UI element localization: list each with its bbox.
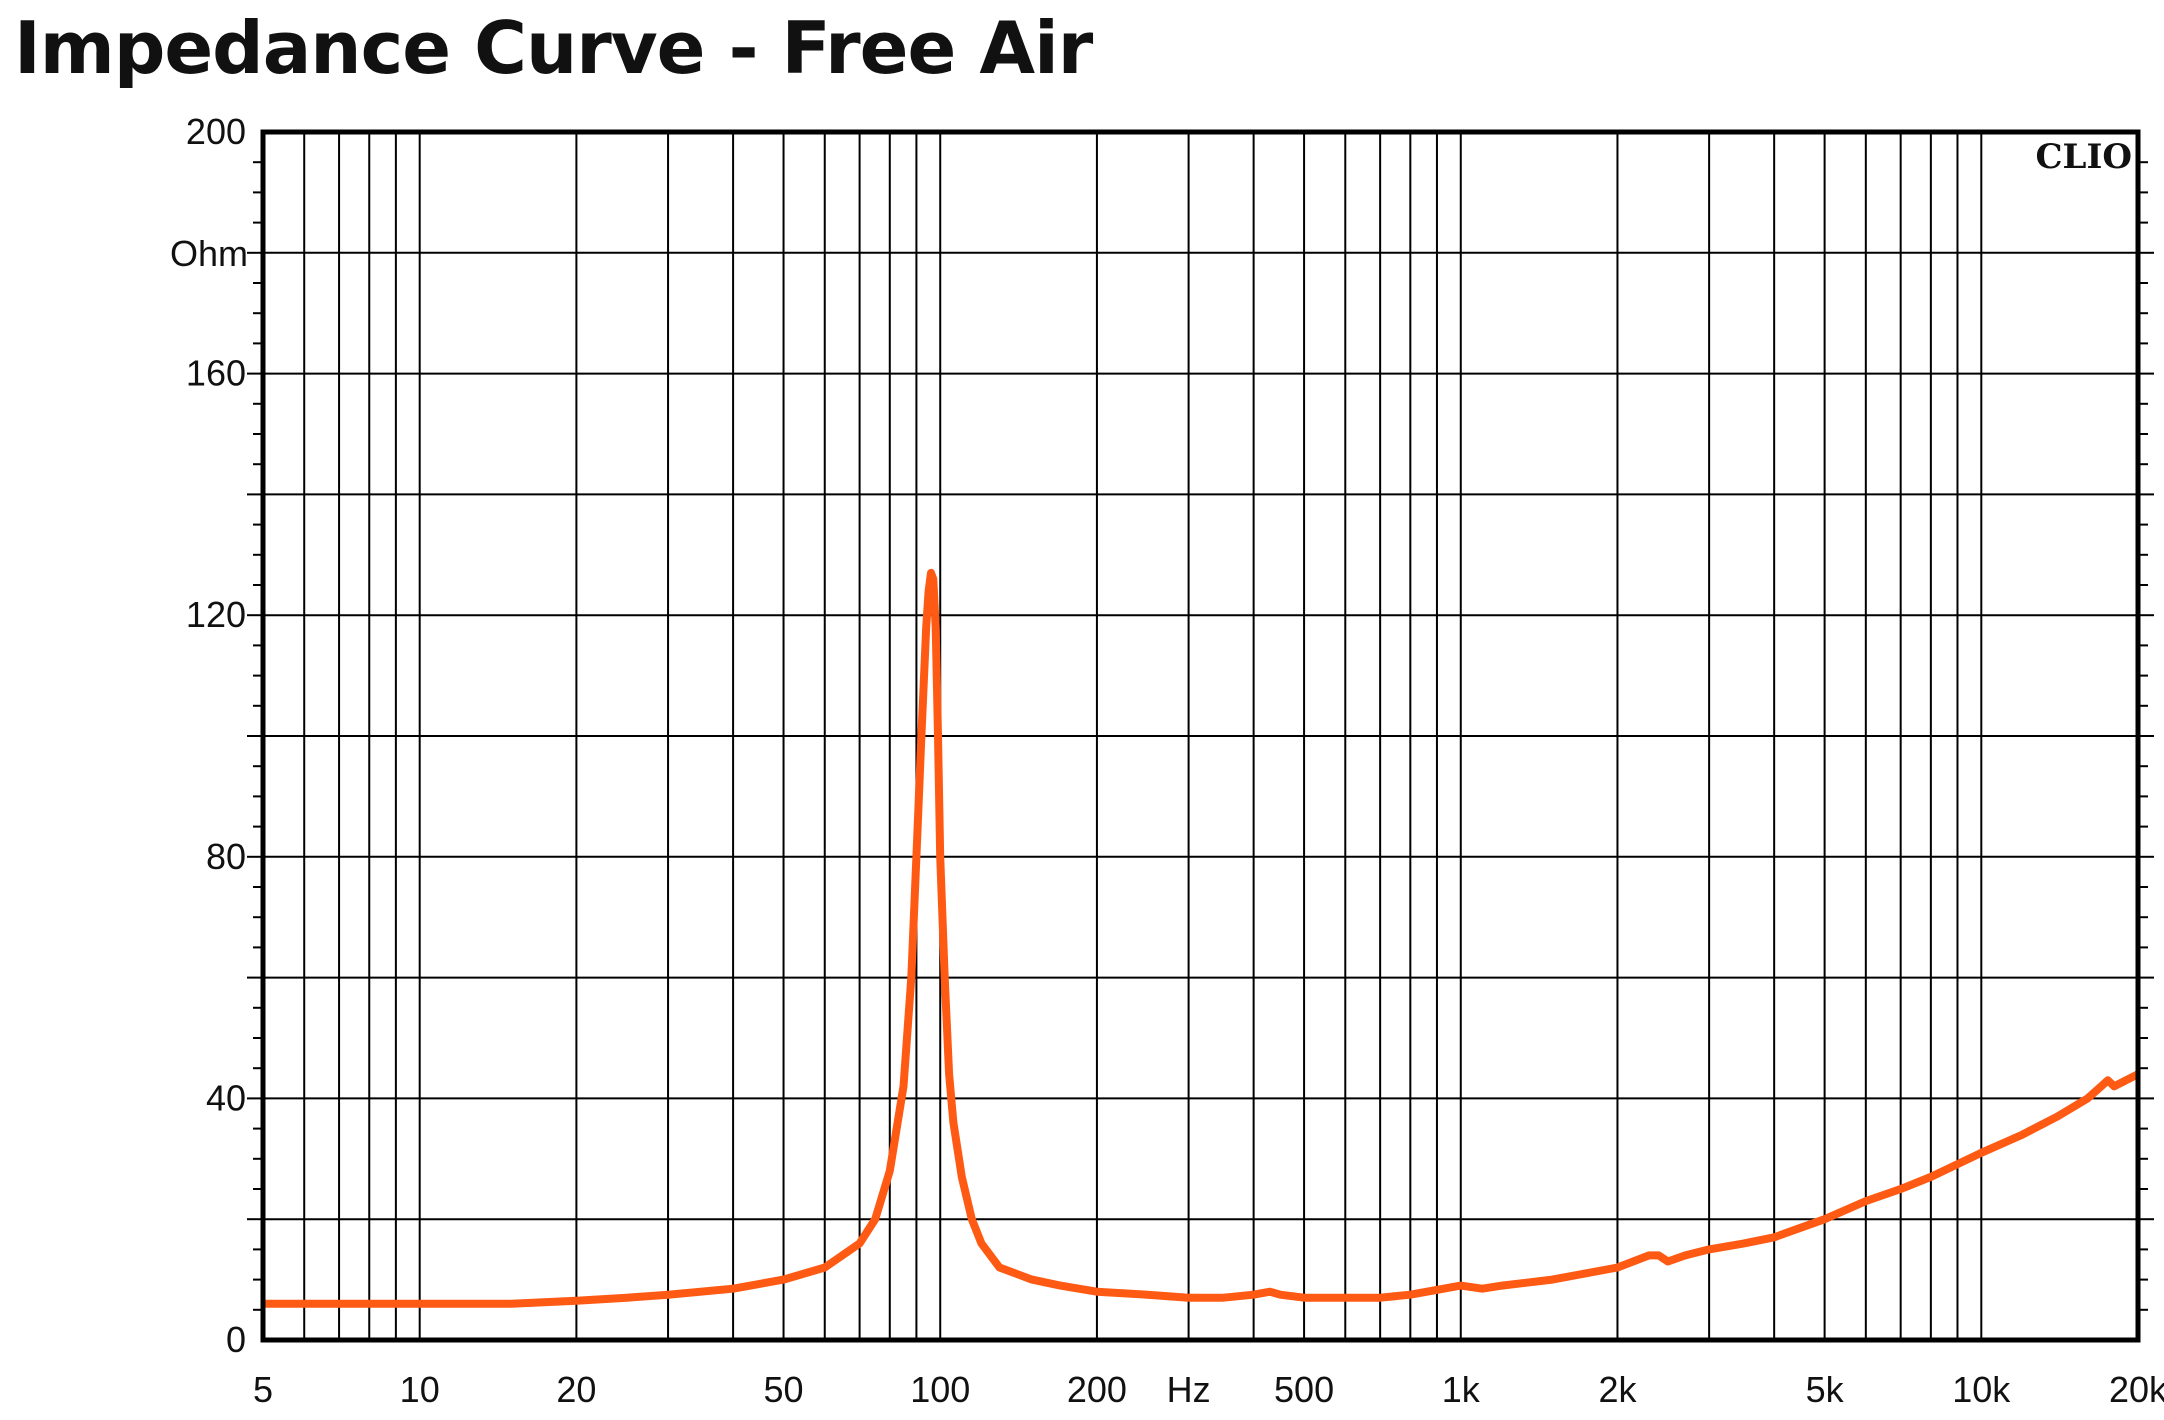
x-tick-label: 10 (400, 1369, 440, 1410)
plot-frame (260, 129, 2141, 1343)
y-tick-label: 40 (206, 1077, 246, 1118)
y-tick-label: 160 (186, 353, 246, 394)
x-tick-label: 5 (253, 1369, 273, 1410)
x-tick-label: 2k (1598, 1369, 1637, 1410)
y-tick-label: 120 (186, 594, 246, 635)
major-gridlines (263, 251, 2138, 1221)
y-tick-labels: 0 40 80 120 160 200 (186, 111, 246, 1360)
chart-title: Impedance Curve - Free Air (14, 6, 1093, 90)
x-tick-label: 20k (2109, 1369, 2164, 1410)
x-tick-label: 5k (1806, 1369, 1845, 1410)
x-tick-label: 200 (1067, 1369, 1127, 1410)
x-tick-label: 20 (556, 1369, 596, 1410)
impedance-curve (263, 568, 2138, 1308)
y-unit-label: Ohm (170, 233, 248, 274)
x-tick-label: 100 (910, 1369, 970, 1410)
y-tick-label: 200 (186, 111, 246, 152)
y-tick-label: 0 (226, 1319, 246, 1360)
y-tick-label: 80 (206, 836, 246, 877)
x-tick-label: 1k (1442, 1369, 1481, 1410)
x-tick-label: 10k (1952, 1369, 2011, 1410)
x-tick-label: 500 (1274, 1369, 1334, 1410)
x-tick-labels: 5 10 20 50 100 200 500 1k 2k 5k 10k 20k (253, 1369, 2164, 1410)
curve-layer (263, 568, 2138, 1308)
x-tick-label: 50 (764, 1369, 804, 1410)
clio-brand-label: CLIO (2036, 137, 2133, 177)
x-unit-label: Hz (1167, 1369, 1211, 1410)
